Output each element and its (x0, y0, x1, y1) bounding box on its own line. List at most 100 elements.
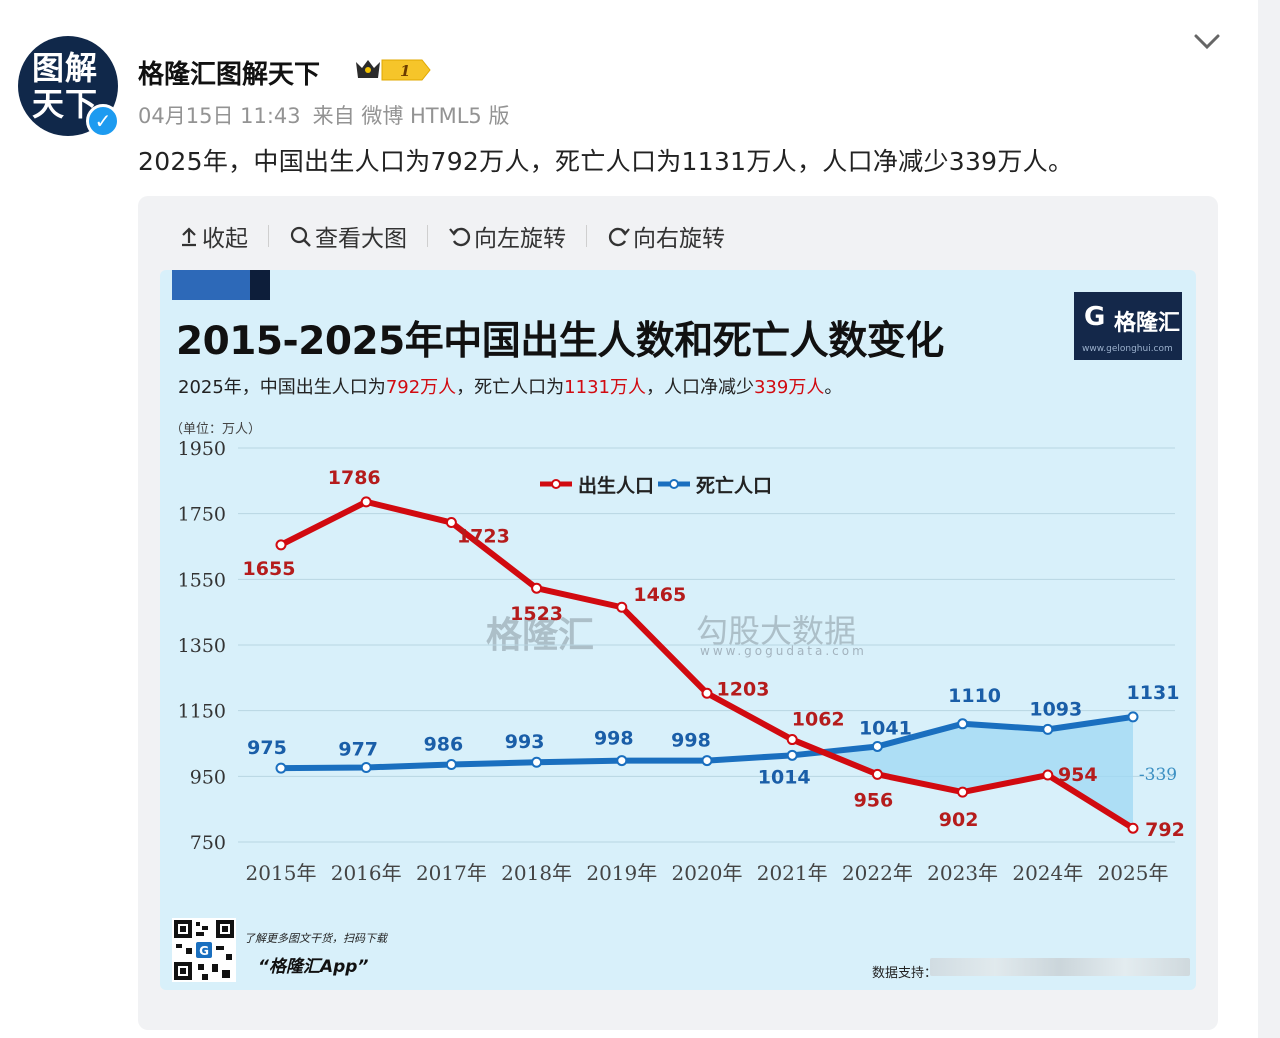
logo-url: www.gelonghui.com (1082, 344, 1173, 354)
toolbar-divider (586, 225, 587, 247)
birth-point (531, 582, 543, 594)
post-image[interactable]: 2015-2025年中国出生人数和死亡人数变化 2025年，中国出生人口为792… (160, 270, 1196, 990)
rotate-left-icon (449, 227, 471, 247)
line-chart: 750 950 1150 1350 1550 1750 1950 2015年 2016年 2017… (178, 438, 1185, 885)
x-tick-label: 2017年 (416, 861, 487, 885)
death-point (957, 718, 969, 730)
birth-point (786, 734, 798, 746)
death-point (616, 755, 628, 767)
y-tick-label: 1550 (178, 569, 226, 591)
birth-point (871, 768, 883, 780)
birth-point (1127, 822, 1139, 834)
watermark-gogudata: 勾股大数据 (696, 612, 857, 650)
footer-note: 了解更多图文干货，扫码下载 (244, 932, 387, 945)
collapse-button[interactable]: 收起 (178, 219, 248, 253)
y-tick-label: 750 (190, 832, 226, 854)
view-large-button[interactable]: 查看大图 (289, 219, 407, 253)
verified-icon: ✓ (86, 104, 120, 138)
post-text: 2025年，中国出生人口为792万人，死亡人口为1131万人，人口净减少339万… (138, 147, 1074, 176)
death-data-label: 1131 (1127, 682, 1180, 704)
death-data-label: 975 (247, 737, 287, 759)
y-tick-label: 1350 (178, 635, 226, 657)
y-tick-label: 950 (190, 766, 226, 788)
footer-app: “格隆汇App” (258, 957, 369, 977)
death-data-label: 1041 (859, 717, 912, 739)
chart-title: 2015-2025年中国出生人数和死亡人数变化 (176, 319, 944, 364)
member-level: 1 (400, 62, 410, 80)
death-point (275, 762, 287, 774)
subtitle-part: 。 (824, 377, 843, 398)
chevron-down-icon[interactable] (1192, 30, 1222, 54)
unit-label: （单位：万人） (170, 422, 262, 437)
birth-data-label: 1655 (243, 558, 296, 580)
legend-birth-label: 出生人口 (578, 474, 654, 497)
birth-point (360, 496, 372, 508)
member-crown-icon[interactable]: 1 (352, 56, 432, 84)
collapse-up-icon (182, 227, 196, 247)
birth-data-label: 1523 (510, 603, 563, 625)
rotate-right-label: 向右旋转 (633, 226, 725, 252)
death-point (701, 755, 713, 767)
footer-data-source: 数据支持： (872, 966, 938, 981)
birth-point (616, 601, 628, 613)
birth-data-label: 954 (1058, 764, 1098, 786)
qr-code-icon: G (174, 920, 234, 980)
blurred-source-text (930, 958, 1190, 976)
birth-point (445, 517, 457, 529)
x-tick-label: 2018年 (501, 861, 572, 885)
legend-death-label: 死亡人口 (696, 474, 772, 497)
search-icon (290, 226, 311, 247)
post-source: 来自 微博 HTML5 版 (312, 104, 510, 128)
qr-code: G (172, 918, 236, 982)
death-point (1127, 711, 1139, 723)
birth-data-label: 902 (939, 809, 979, 831)
death-data-label: 993 (505, 731, 545, 753)
toolbar-divider (268, 225, 269, 247)
post-meta: 04月15日 11:43 来自 微博 HTML5 版 (138, 100, 521, 130)
birth-point (701, 687, 713, 699)
death-point (871, 740, 883, 752)
subtitle-part: 2025年，中国出生人口为 (178, 377, 386, 398)
death-data-label: 998 (671, 730, 711, 752)
birth-data-label: 956 (854, 789, 894, 811)
y-tick-label: 1150 (178, 701, 226, 723)
svg-text:G: G (199, 944, 209, 958)
birth-data-label: 1723 (457, 526, 510, 548)
y-tick-label: 1750 (178, 504, 226, 526)
subtitle-part: ，死亡人口为 (456, 377, 565, 398)
x-tick-label: 2021年 (757, 861, 828, 885)
post-date[interactable]: 04月15日 11:43 (138, 104, 301, 128)
avatar[interactable]: 图解 天下 (18, 36, 118, 136)
avatar-text-line1: 图解 (32, 49, 99, 87)
x-tick-label: 2016年 (331, 861, 402, 885)
subtitle-net-value: 339万人 (753, 377, 825, 398)
subtitle-death-value: 1131万人 (564, 377, 646, 398)
header-accent-block (172, 270, 250, 300)
death-data-label: 1093 (1029, 698, 1082, 720)
death-data-label: 1110 (948, 685, 1001, 707)
x-tick-label: 2022年 (842, 861, 913, 885)
x-tick-label: 2023年 (927, 861, 998, 885)
x-tick-label: 2019年 (586, 861, 657, 885)
birth-point (1042, 769, 1054, 781)
birth-data-label: 1465 (633, 584, 686, 606)
birth-data-label: 1062 (792, 709, 845, 731)
rotate-left-label: 向左旋转 (474, 226, 566, 252)
birth-data-label: 1786 (328, 467, 381, 489)
net-change-label: -339 (1139, 765, 1177, 785)
birth-point (957, 786, 969, 798)
rotate-left-button[interactable]: 向左旋转 (448, 219, 566, 253)
header-accent-block-dark (250, 270, 270, 300)
birth-data-label: 792 (1145, 819, 1185, 841)
subtitle-birth-value: 792万人 (385, 377, 457, 398)
logo-text: 格隆汇 (1114, 311, 1181, 336)
x-tick-label: 2024年 (1012, 861, 1083, 885)
death-point (786, 749, 798, 761)
rotate-right-button[interactable]: 向右旋转 (607, 219, 725, 253)
username[interactable]: 格隆汇图解天下 (138, 60, 321, 90)
death-point (360, 761, 372, 773)
death-data-label: 998 (594, 728, 634, 750)
x-tick-label: 2020年 (672, 861, 743, 885)
x-tick-label: 2015年 (246, 861, 317, 885)
page-scrollbar-track[interactable] (1258, 0, 1280, 1038)
